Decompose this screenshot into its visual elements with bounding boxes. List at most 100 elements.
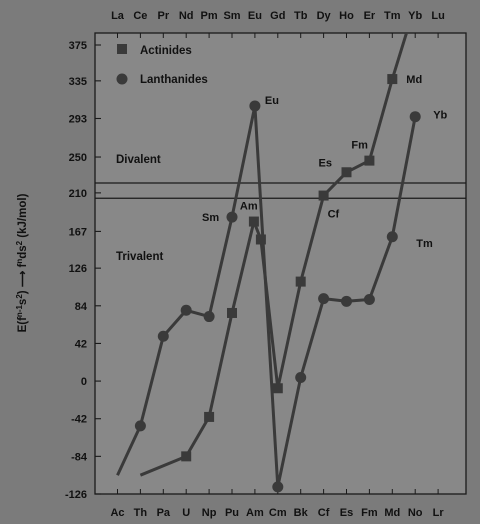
y-tick-label-12: 375 (69, 40, 87, 52)
point-actinides-Fm-10 (364, 155, 375, 166)
point-actinides-Cm-6 (272, 383, 283, 394)
point-lanthanides-Pm-4 (203, 311, 215, 323)
point-lanthanides-Yb-13 (409, 111, 421, 123)
y-tick-label-9: 250 (69, 152, 87, 164)
point-actinides-Cf-8 (318, 190, 329, 201)
bottom-label-Pu: Pu (225, 507, 239, 519)
annotation-md: Md (406, 74, 422, 86)
point-actinides-Pu-3 (227, 307, 237, 318)
annotation-fm: Fm (351, 140, 368, 152)
top-label-Tm: Tm (384, 10, 401, 22)
point-actinides-Bk-7 (295, 276, 306, 287)
top-label-Sm: Sm (223, 10, 240, 22)
annotation-tm: Tm (416, 238, 433, 250)
point-actinides-Es-9 (341, 167, 352, 178)
top-label-Tb: Tb (294, 10, 308, 22)
y-tick-label-10: 293 (69, 113, 87, 125)
point-actinides-Md-11 (387, 74, 398, 85)
point-lanthanides-Gd-7 (272, 481, 284, 493)
top-label-Eu: Eu (248, 10, 262, 22)
top-label-La: La (111, 10, 125, 22)
legend-lanthanides-marker (116, 73, 128, 85)
y-axis-label: E(fn-1s2) ⟶ fnds2 (kJ/mol) (15, 193, 30, 332)
point-lanthanides-Ho-10 (341, 295, 352, 307)
point-lanthanides-Pr-2 (157, 330, 169, 342)
legend-actinides-marker (117, 44, 127, 54)
y-tick-label-1: -84 (71, 451, 88, 463)
bottom-label-Np: Np (202, 507, 217, 519)
annotation-sm: Sm (202, 212, 219, 224)
y-axis-label-part-4: ) (17, 287, 29, 294)
bottom-label-Es: Es (340, 507, 353, 519)
y-axis-label-part-1: n-1 (15, 305, 24, 318)
top-label-Pr: Pr (157, 10, 169, 22)
y-tick-label-4: 42 (75, 338, 87, 350)
legend: Actinides Lanthanides (116, 44, 208, 86)
y-axis-label-part-8: ds (17, 245, 29, 258)
bottom-label-Am: Am (246, 507, 264, 519)
y-axis-label-part-6: f (17, 263, 29, 270)
bottom-label-Cm: Cm (269, 507, 287, 519)
y-axis-ticks: -126 -84 -42 0 42 84 126 167 210 250 293 335 375 (65, 40, 101, 501)
point-lanthanides-Eu-6 (249, 100, 261, 112)
annotation-am: Am (240, 201, 258, 213)
legend-actinides-label: Actinides (140, 45, 192, 57)
y-tick-label-0: -126 (65, 489, 87, 501)
point-annotations: Eu Sm Am Es Fm Md Cf Yb Tm (202, 74, 448, 250)
point-lanthanides-Dy-9 (318, 293, 330, 305)
annotation-es: Es (319, 157, 332, 169)
y-axis-label-part-9: 2 (15, 240, 24, 245)
annotation-eu: Eu (265, 95, 279, 107)
top-label-Yb: Yb (408, 10, 422, 22)
plot-area (94, 32, 467, 495)
point-actinides-U-1 (181, 451, 192, 462)
y-axis-label-part-3: 2 (15, 294, 24, 299)
point-lanthanides-Tb-8 (295, 371, 307, 383)
top-label-Er: Er (364, 10, 376, 22)
top-category-labels: La Ce Pr Nd Pm Sm Eu Gd Tb Dy Ho Er Tm Yb Lu (111, 10, 445, 38)
bottom-label-Ac: Ac (110, 507, 124, 519)
y-tick-label-11: 335 (69, 76, 87, 88)
point-lanthanides-Tm-12 (386, 231, 398, 243)
y-axis-label-part-0: E(f (17, 317, 29, 333)
annotation-cf: Cf (328, 209, 340, 221)
point-actinides-Np-2 (204, 411, 215, 422)
top-label-Ho: Ho (339, 10, 354, 22)
point-actinides-Am-5 (255, 234, 266, 245)
y-axis-label-part-2: s (17, 299, 29, 305)
series-layer (116, 33, 421, 493)
top-label-Dy: Dy (317, 10, 332, 22)
y-axis-label-part-7: n (15, 259, 24, 264)
top-label-Gd: Gd (270, 10, 285, 22)
y-axis-label-part-5: ⟶ (17, 270, 29, 287)
bottom-label-U: U (182, 507, 190, 519)
region-label-divalent: Divalent (116, 154, 161, 166)
bottom-label-Bk: Bk (294, 507, 309, 519)
y-axis-label-part-10: (kJ/mol) (17, 193, 29, 240)
bottom-label-Pa: Pa (157, 507, 171, 519)
bottom-label-Lr: Lr (433, 507, 445, 519)
legend-lanthanides-label: Lanthanides (140, 74, 208, 86)
bottom-label-Cf: Cf (318, 507, 330, 519)
y-tick-label-2: -42 (71, 414, 87, 426)
point-lanthanides-Sm-5 (226, 211, 238, 223)
reference-lines (95, 182, 466, 199)
top-label-Ce: Ce (133, 10, 147, 22)
point-lanthanides-Ce-1 (134, 420, 146, 432)
top-label-Pm: Pm (201, 10, 218, 22)
bottom-label-Th: Th (134, 507, 148, 519)
bottom-label-Fm: Fm (361, 507, 378, 519)
region-label-trivalent: Trivalent (116, 251, 163, 263)
y-tick-label-8: 210 (69, 188, 87, 200)
point-lanthanides-Nd-3 (180, 304, 192, 316)
annotation-yb: Yb (433, 110, 447, 122)
y-tick-label-3: 0 (81, 376, 87, 388)
y-tick-label-6: 126 (69, 263, 87, 275)
point-lanthanides-Er-11 (363, 294, 375, 306)
bottom-label-No: No (408, 507, 423, 519)
bottom-category-labels: Ac Th Pa U Np Pu Am Cm Bk Cf Es Fm Md No Lr (110, 489, 444, 519)
point-actinides-Am-4 (248, 216, 259, 227)
y-tick-label-5: 84 (75, 301, 88, 313)
top-label-Nd: Nd (179, 10, 194, 22)
